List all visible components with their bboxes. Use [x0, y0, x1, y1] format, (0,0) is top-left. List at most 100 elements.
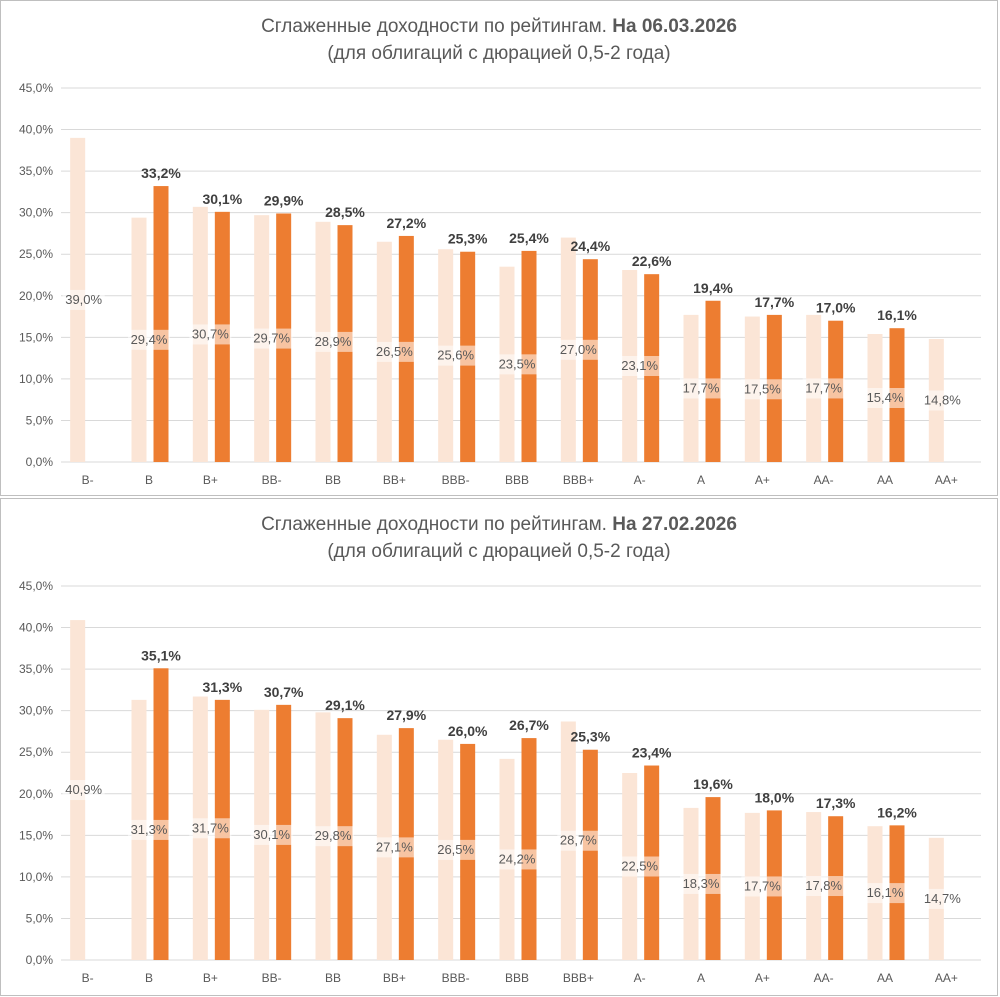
- label-background: [741, 379, 784, 400]
- x-category-label: A+: [755, 971, 770, 985]
- data-label-dark: 29,1%: [325, 697, 365, 713]
- x-category-label: B: [145, 971, 153, 985]
- x-category-label: BB-: [262, 473, 282, 487]
- label-background: [618, 356, 661, 377]
- data-label-light: 18,3%: [683, 876, 720, 891]
- y-tick-label: 20,0%: [19, 787, 53, 801]
- y-tick-label: 40,0%: [19, 123, 53, 137]
- x-category-label: BBB: [505, 971, 529, 985]
- label-background: [434, 345, 477, 366]
- y-tick-label: 30,0%: [19, 704, 53, 718]
- data-label-dark: 25,3%: [570, 729, 610, 745]
- chart-title-bottom: Сглаженные доходности по рейтингам. На 2…: [1, 511, 997, 565]
- chart-title-date: На 06.03.2026: [612, 16, 737, 37]
- chart-title-prefix: Сглаженные доходности по рейтингам.: [261, 514, 607, 535]
- data-label-dark: 33,2%: [141, 165, 181, 181]
- x-category-label: B: [145, 473, 153, 487]
- data-label-dark: 16,2%: [877, 804, 917, 820]
- data-label-light: 24,2%: [499, 851, 536, 866]
- label-background: [62, 289, 105, 310]
- y-tick-label: 5,0%: [26, 413, 54, 427]
- x-category-label: AA-: [814, 971, 834, 985]
- chart-subtitle: (для облигаций с дюрацией 0,5-2 года): [327, 43, 671, 64]
- data-label-light: 31,7%: [192, 820, 229, 835]
- x-category-label: BBB-: [442, 971, 470, 985]
- data-label-light: 40,9%: [65, 782, 102, 797]
- chart-panel-top: Сглаженные доходности по рейтингам. На 0…: [0, 0, 998, 496]
- y-tick-label: 45,0%: [19, 81, 53, 95]
- data-label-dark: 24,4%: [570, 238, 610, 254]
- label-background: [921, 888, 964, 909]
- y-tick-label: 0,0%: [26, 455, 54, 469]
- label-background: [864, 883, 906, 904]
- data-label-dark: 17,3%: [816, 795, 856, 811]
- label-background: [557, 830, 600, 851]
- label-background: [618, 856, 661, 877]
- data-label-light: 26,5%: [437, 842, 474, 857]
- x-category-label: A+: [755, 473, 770, 487]
- label-background: [921, 390, 964, 411]
- label-background: [864, 388, 906, 409]
- chart-svg-top: 0,0% 5,0% 10,0% 15,0% 20,0% 25,0% 30,0% 35,0% 40…: [19, 81, 981, 487]
- data-label-dark: 29,9%: [264, 192, 304, 208]
- x-category-label: B+: [203, 473, 218, 487]
- data-label-dark: 25,4%: [509, 230, 549, 246]
- label-background: [802, 378, 845, 399]
- label-background: [557, 339, 600, 360]
- y-tick-label: 5,0%: [26, 911, 54, 925]
- data-label-light: 17,8%: [805, 878, 842, 893]
- data-label-dark: 19,6%: [693, 776, 733, 792]
- data-label-light: 23,5%: [499, 356, 536, 371]
- y-tick-label: 20,0%: [19, 289, 53, 303]
- y-tick-label: 15,0%: [19, 828, 53, 842]
- chart-panel-bottom: Сглаженные доходности по рейтингам. На 2…: [0, 498, 998, 996]
- data-label-light: 31,3%: [131, 822, 168, 837]
- y-tick-label: 25,0%: [19, 247, 53, 261]
- x-category-label: BB+: [383, 473, 406, 487]
- y-tick-label: 35,0%: [19, 662, 53, 676]
- data-label-light: 29,4%: [131, 332, 168, 347]
- x-category-label: BBB-: [442, 473, 470, 487]
- label-background: [802, 876, 845, 897]
- data-label-light: 39,0%: [65, 292, 102, 307]
- label-background: [496, 354, 538, 375]
- label-background: [62, 780, 105, 801]
- data-label-light: 26,5%: [376, 344, 413, 359]
- data-label-light: 30,1%: [253, 827, 290, 842]
- y-tick-label: 10,0%: [19, 372, 53, 386]
- x-category-label: BBB+: [563, 473, 594, 487]
- data-label-light: 29,8%: [315, 828, 352, 843]
- data-label-light: 25,6%: [437, 348, 474, 363]
- label-background: [434, 839, 477, 860]
- label-background: [189, 818, 232, 839]
- data-label-light: 30,7%: [192, 326, 229, 341]
- data-label-light: 23,1%: [621, 358, 658, 373]
- x-category-label: AA-: [814, 473, 834, 487]
- bar-dark: [521, 738, 537, 960]
- label-background: [189, 324, 232, 345]
- label-background: [741, 876, 784, 897]
- x-category-label: AA: [877, 473, 893, 487]
- x-category-label: A-: [634, 473, 646, 487]
- x-category-label: AA+: [935, 971, 958, 985]
- data-label-light: 14,8%: [924, 392, 961, 407]
- label-background: [373, 837, 416, 858]
- y-tick-label: 25,0%: [19, 745, 53, 759]
- label-background: [312, 331, 354, 352]
- chart-svg-bottom: 0,0% 5,0% 10,0% 15,0% 20,0% 25,0% 30,0% 35,0% 40…: [19, 579, 981, 985]
- label-background: [680, 873, 722, 894]
- x-category-label: BBB+: [563, 971, 594, 985]
- data-label-light: 28,9%: [315, 334, 352, 349]
- data-label-light: 17,5%: [744, 381, 781, 396]
- data-label-dark: 17,7%: [754, 294, 794, 310]
- data-label-dark: 31,3%: [202, 679, 242, 695]
- x-category-label: AA+: [935, 473, 958, 487]
- x-category-label: BBB: [505, 473, 529, 487]
- y-tick-label: 10,0%: [19, 870, 53, 884]
- data-label-dark: 28,5%: [325, 204, 365, 220]
- bar-dark: [153, 668, 169, 960]
- data-label-light: 16,1%: [867, 885, 904, 900]
- x-category-label: A: [697, 473, 705, 487]
- data-label-light: 27,1%: [376, 839, 413, 854]
- x-category-label: A-: [634, 971, 646, 985]
